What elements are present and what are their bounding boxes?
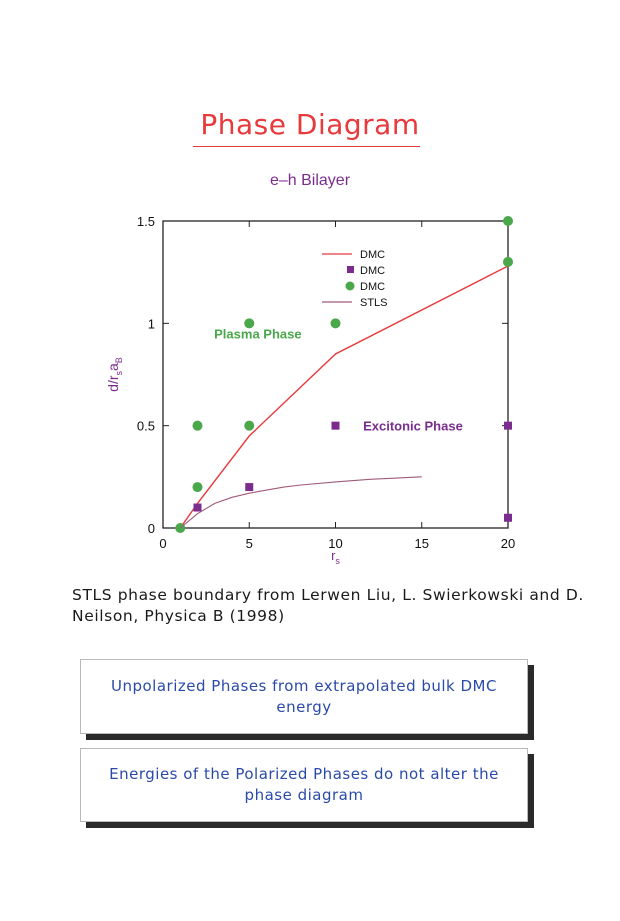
legend-circle-marker <box>345 281 355 291</box>
x-tick-label: 20 <box>501 536 515 551</box>
legend-label: DMC <box>360 265 385 277</box>
title-underline <box>193 146 420 147</box>
x-tick-label: 15 <box>415 536 429 551</box>
x-axis-label: rs <box>331 548 340 566</box>
chart-title: e–h Bilayer <box>269 172 351 189</box>
legend-label: STLS <box>360 297 388 309</box>
y-tick-label: 1 <box>148 316 155 331</box>
dmc-square-point <box>504 513 512 522</box>
x-tick-label: 0 <box>159 536 166 551</box>
dmc-square-point <box>193 503 202 512</box>
annotation-excitonic-phase: Excitonic Phase <box>363 419 463 434</box>
series-line-dmc-0 <box>179 265 509 529</box>
dmc-square-point <box>331 421 340 430</box>
x-tick-label: 5 <box>246 536 253 551</box>
y-tick-label: 1.5 <box>137 214 155 229</box>
annotation-plasma-phase: Plasma Phase <box>214 327 301 342</box>
dmc-circle-point <box>503 256 513 267</box>
legend-square-marker <box>347 266 354 273</box>
legend-label: DMC <box>360 249 385 261</box>
x-tick-label: 10 <box>328 536 342 551</box>
dmc-circle-point <box>330 318 341 329</box>
dmc-circle-point <box>192 482 203 493</box>
dmc-circle-point <box>244 318 255 329</box>
dmc-circle-point <box>503 216 513 226</box>
citation-text: STLS phase boundary from Lerwen Liu, L. … <box>72 586 584 625</box>
dmc-square-point <box>245 483 254 492</box>
note-box-unpolarized: Unpolarized Phases from extrapolated bul… <box>80 659 528 734</box>
y-axis-label: d/rsaB <box>105 357 124 392</box>
y-tick-label: 0.5 <box>137 419 155 434</box>
dmc-circle-point <box>244 420 255 431</box>
dmc-circle-point <box>192 420 203 431</box>
note-box-polarized-text: Energies of the Polarized Phases do not … <box>109 765 499 804</box>
series-line-stls-3 <box>179 476 422 529</box>
legend-label: DMC <box>360 281 385 293</box>
dmc-square-point <box>504 421 512 430</box>
note-box-polarized: Energies of the Polarized Phases do not … <box>80 748 528 822</box>
y-tick-label: 0 <box>148 521 155 536</box>
note-box-unpolarized-text: Unpolarized Phases from extrapolated bul… <box>111 676 497 716</box>
page-title: Phase Diagram <box>200 108 420 141</box>
